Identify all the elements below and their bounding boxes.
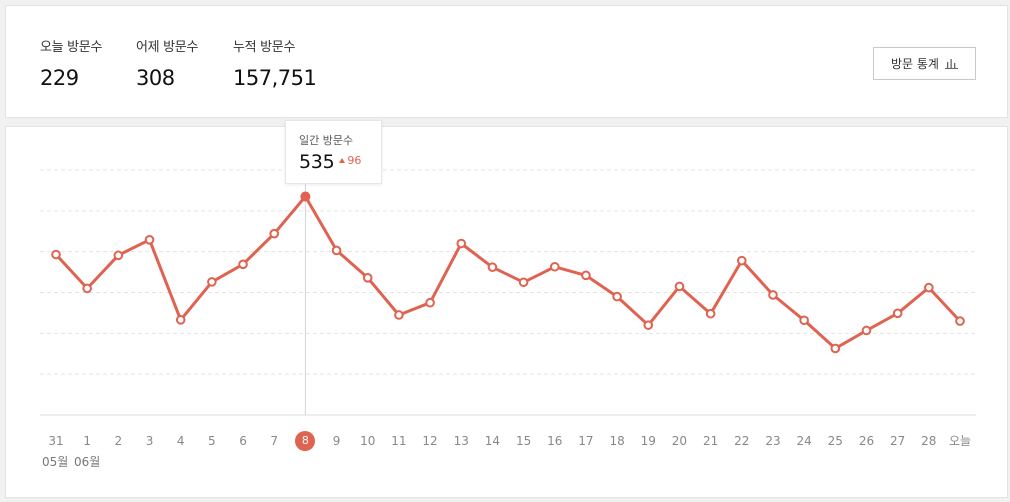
data-point: [549, 261, 560, 272]
today-visits: 오늘 방문수 229: [40, 36, 102, 90]
month-label-june: 06월: [74, 455, 101, 469]
data-point: [51, 249, 61, 260]
data-point: [581, 270, 591, 281]
tooltip-label: 일간 방문수: [299, 134, 354, 147]
bar-chart-icon: [944, 59, 958, 69]
daily-visits-chart-panel: [5, 126, 1008, 498]
data-point: [768, 290, 778, 300]
today-visits-label: 오늘 방문수: [40, 40, 103, 55]
data-point: [82, 283, 92, 294]
data-point: [175, 315, 186, 325]
month-label-may: 05월: [42, 455, 69, 469]
tooltip-value: 535: [299, 151, 335, 173]
data-point: [456, 238, 467, 249]
triangle-up-icon: [339, 158, 346, 163]
data-point: [924, 282, 934, 293]
data-point: [518, 277, 529, 288]
data-point: [487, 262, 498, 272]
data-point: [892, 308, 903, 319]
yesterday-visits: 어제 방문수 308: [136, 36, 198, 90]
data-point: [955, 316, 965, 326]
data-point: [238, 259, 248, 270]
data-point: [705, 308, 716, 319]
total-visits: 누적 방문수 157,751: [233, 36, 317, 90]
data-point: [113, 250, 124, 261]
total-visits-value: 157,751: [233, 66, 317, 90]
chart-tooltip: 일간 방문수 535 96: [285, 120, 382, 184]
series-line: [54, 195, 962, 350]
data-point: [269, 228, 280, 239]
today-visits-value: 229: [40, 66, 79, 90]
visit-stats-button[interactable]: 방문 통계: [873, 47, 976, 80]
data-point: [861, 325, 872, 336]
data-point: [674, 281, 685, 292]
data-point: [394, 310, 404, 320]
total-visits-label: 누적 방문수: [233, 40, 296, 55]
yesterday-visits-value: 308: [136, 66, 175, 90]
data-point: [830, 343, 841, 354]
data-point: [362, 273, 373, 283]
data-point: [612, 291, 622, 302]
yesterday-visits-label: 어제 방문수: [136, 40, 199, 55]
data-point: [643, 320, 654, 330]
data-point: [331, 245, 342, 256]
data-point: [207, 277, 217, 287]
tooltip-delta: 96: [339, 154, 361, 167]
data-point: [736, 255, 747, 266]
visitor-stats-panel: 오늘 방문수 229 어제 방문수 308 누적 방문수 157,751 방문 …: [5, 5, 1008, 118]
tooltip-delta-value: 96: [347, 154, 362, 167]
data-point: [144, 235, 155, 245]
data-point-active: [300, 191, 311, 202]
data-point: [799, 315, 809, 326]
data-point: [425, 297, 435, 308]
visit-stats-button-label: 방문 통계: [891, 57, 939, 71]
